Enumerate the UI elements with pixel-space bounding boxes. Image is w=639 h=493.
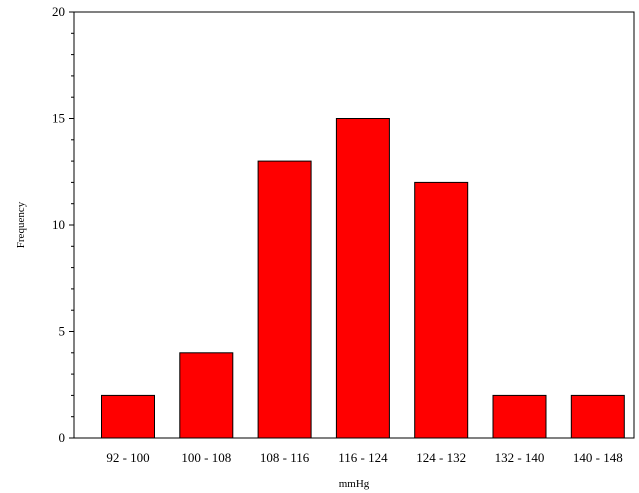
x-tick-label: 132 - 140: [495, 450, 545, 465]
plot-frame: [73, 11, 635, 439]
y-axis-ticks: 0 5 10 15 20: [52, 4, 74, 445]
x-axis-title: mmHg: [339, 478, 370, 490]
x-tick-label: 140 - 148: [573, 450, 623, 465]
x-tick-label: 92 - 100: [106, 450, 149, 465]
y-axis-title: Frequency: [15, 201, 27, 248]
x-tick-label: 108 - 116: [260, 450, 310, 465]
bar-4: [414, 181, 469, 439]
bar-2: [257, 160, 312, 439]
x-axis-ticks: 92 - 100 100 - 108 108 - 116 116 - 124 124 -…: [106, 450, 622, 465]
bars-group: [101, 118, 625, 439]
y-tick-label: 5: [59, 324, 66, 339]
y-tick-label: 0: [59, 430, 66, 445]
bar-3: [335, 118, 390, 439]
bar-1: [179, 352, 234, 439]
y-tick-label: 20: [52, 4, 65, 19]
bar-6: [570, 394, 625, 439]
x-tick-label: 100 - 108: [181, 450, 231, 465]
y-tick-label: 15: [52, 111, 65, 126]
x-tick-label: 116 - 124: [338, 450, 388, 465]
x-tick-label: 124 - 132: [416, 450, 466, 465]
y-tick-label: 10: [52, 217, 65, 232]
bar-5: [492, 394, 547, 439]
bar-0: [101, 394, 155, 439]
